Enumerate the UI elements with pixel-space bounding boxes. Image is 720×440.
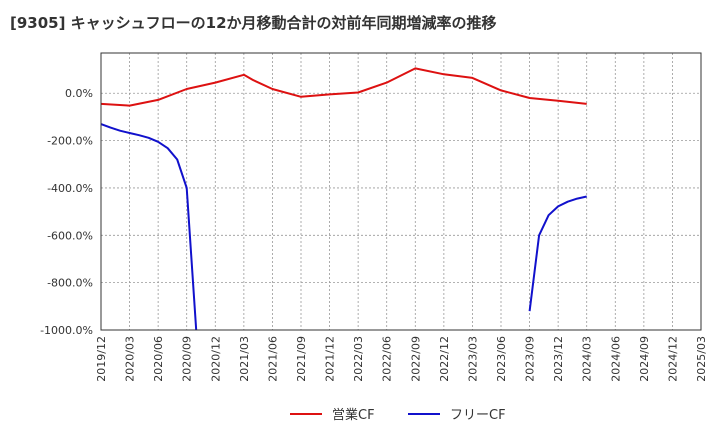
- x-tick-label: 2023/12: [552, 336, 565, 382]
- x-tick-label: 2024/12: [666, 336, 679, 382]
- y-tick-label: 0.0%: [65, 87, 93, 100]
- x-tick-label: 2020/12: [209, 336, 222, 382]
- x-tick-label: 2021/12: [324, 336, 337, 382]
- legend-label: 営業CF: [332, 407, 375, 423]
- x-tick-label: 2022/03: [352, 336, 365, 382]
- series-line-operating-cf: [101, 67, 587, 107]
- y-tick-label: -800.0%: [47, 277, 93, 290]
- x-tick-label: 2019/12: [95, 336, 108, 382]
- y-tick-label: -1000.0%: [40, 324, 93, 337]
- x-tick-label: 2020/09: [181, 336, 194, 382]
- x-tick-label: 2024/09: [638, 336, 651, 382]
- legend-label: フリーCF: [450, 408, 506, 423]
- plot-frame: [100, 52, 702, 331]
- x-tick-label: 2023/03: [466, 336, 479, 382]
- x-tick-label: 2023/06: [495, 336, 508, 382]
- x-tick-label: 2025/03: [695, 336, 708, 382]
- y-tick-label: -600.0%: [47, 229, 93, 242]
- x-tick-label: 2024/06: [609, 336, 622, 382]
- x-tick-label: 2020/03: [124, 336, 137, 382]
- x-tick-label: 2024/03: [581, 336, 594, 382]
- y-tick-label: -400.0%: [47, 182, 93, 195]
- x-tick-label: 2021/03: [238, 336, 251, 382]
- x-tick-label: 2021/09: [295, 336, 308, 382]
- x-tick-label: 2020/06: [152, 336, 165, 382]
- x-tick-label: 2021/06: [266, 336, 279, 382]
- x-tick-label: 2022/06: [381, 336, 394, 382]
- x-tick-label: 2022/12: [438, 336, 451, 382]
- x-tick-label: 2023/09: [524, 336, 537, 382]
- x-tick-label: 2022/09: [409, 336, 422, 382]
- chart-title: [9305] キャッシュフローの12か月移動合計の対前年同期増減率の推移: [10, 14, 497, 32]
- series-line-free-cf: [528, 195, 587, 312]
- y-tick-label: -200.0%: [47, 135, 93, 148]
- series-line-free-cf: [101, 123, 198, 330]
